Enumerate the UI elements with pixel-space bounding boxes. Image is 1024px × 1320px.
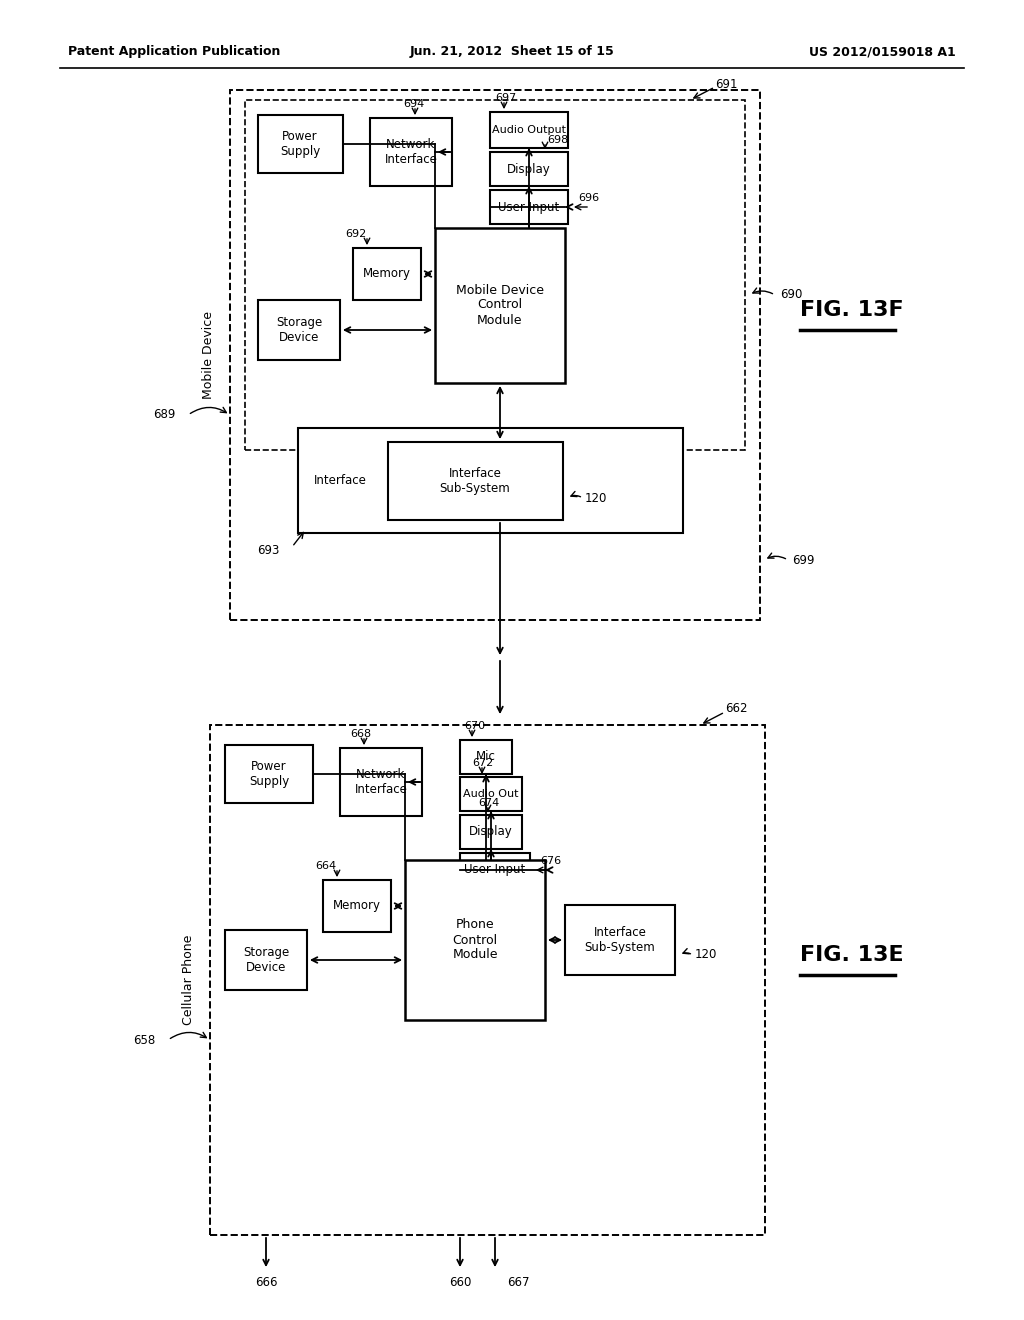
Text: 664: 664 (315, 861, 336, 871)
Bar (460, 853, 530, 887)
Text: User Input: User Input (499, 201, 560, 214)
Bar (210, 725, 765, 1236)
Text: FIG. 13E: FIG. 13E (800, 945, 903, 965)
Text: 697: 697 (495, 92, 516, 103)
Text: Phone
Control
Module: Phone Control Module (453, 919, 498, 961)
Text: Interface
Sub-System: Interface Sub-System (439, 467, 510, 495)
Text: Mobile Device
Control
Module: Mobile Device Control Module (456, 284, 544, 326)
Text: Memory: Memory (333, 899, 381, 912)
Text: 691: 691 (715, 78, 737, 91)
Text: 666: 666 (255, 1276, 278, 1290)
Bar (490, 190, 568, 224)
Bar (245, 100, 745, 450)
Bar (490, 112, 568, 148)
Bar (565, 906, 675, 975)
Text: Power
Supply: Power Supply (249, 760, 289, 788)
Bar (225, 931, 307, 990)
Text: 690: 690 (780, 289, 803, 301)
Bar (460, 777, 522, 810)
Text: Interface
Sub-System: Interface Sub-System (585, 927, 655, 954)
Bar (340, 748, 422, 816)
Bar (490, 152, 568, 186)
Text: 120: 120 (695, 949, 718, 961)
Text: 692: 692 (345, 228, 367, 239)
Text: 699: 699 (792, 553, 814, 566)
Bar (258, 115, 343, 173)
Text: 698: 698 (547, 135, 568, 145)
Text: 696: 696 (578, 193, 599, 203)
Text: Patent Application Publication: Patent Application Publication (68, 45, 281, 58)
Text: 667: 667 (507, 1276, 529, 1290)
Text: User Input: User Input (464, 863, 525, 876)
Text: 670: 670 (464, 721, 485, 731)
Bar (258, 300, 340, 360)
Text: 674: 674 (478, 799, 500, 808)
Text: Network
Interface: Network Interface (354, 768, 408, 796)
Text: 658: 658 (133, 1034, 155, 1047)
Text: Mobile Device: Mobile Device (202, 312, 214, 399)
Text: 689: 689 (153, 408, 175, 421)
Text: 676: 676 (540, 855, 561, 866)
Text: Storage
Device: Storage Device (275, 315, 323, 345)
Text: Cellular Phone: Cellular Phone (181, 935, 195, 1026)
Text: Display: Display (469, 825, 513, 838)
Text: FIG. 13F: FIG. 13F (800, 300, 903, 319)
Bar (460, 741, 512, 774)
Bar (406, 861, 545, 1020)
Bar (298, 428, 683, 533)
Text: Audio Out: Audio Out (463, 789, 519, 799)
Text: 662: 662 (725, 702, 748, 715)
Text: US 2012/0159018 A1: US 2012/0159018 A1 (809, 45, 956, 58)
Text: Display: Display (507, 162, 551, 176)
Text: Network
Interface: Network Interface (385, 139, 437, 166)
Bar (353, 248, 421, 300)
Text: 660: 660 (449, 1276, 471, 1290)
Bar (225, 744, 313, 803)
Text: Storage
Device: Storage Device (243, 946, 289, 974)
Text: 693: 693 (258, 544, 280, 557)
Bar (370, 117, 452, 186)
Text: 672: 672 (472, 758, 494, 768)
Bar (460, 814, 522, 849)
Text: Memory: Memory (362, 268, 411, 281)
Text: Jun. 21, 2012  Sheet 15 of 15: Jun. 21, 2012 Sheet 15 of 15 (410, 45, 614, 58)
Text: 668: 668 (350, 729, 371, 739)
Text: Interface: Interface (313, 474, 367, 487)
Bar (230, 90, 760, 620)
Text: Power
Supply: Power Supply (280, 129, 321, 158)
Bar (435, 228, 565, 383)
Bar (323, 880, 391, 932)
Text: 120: 120 (585, 491, 607, 504)
Text: 694: 694 (403, 99, 424, 110)
Text: Mic: Mic (476, 751, 496, 763)
Bar (388, 442, 563, 520)
Text: Audio Output: Audio Output (492, 125, 566, 135)
